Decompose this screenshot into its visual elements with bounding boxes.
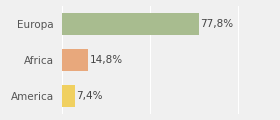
Bar [62,49,88,71]
Text: 14,8%: 14,8% [89,55,123,65]
Text: 77,8%: 77,8% [200,19,234,29]
Bar [62,13,199,35]
Text: 7,4%: 7,4% [76,91,103,101]
Bar [62,85,75,107]
